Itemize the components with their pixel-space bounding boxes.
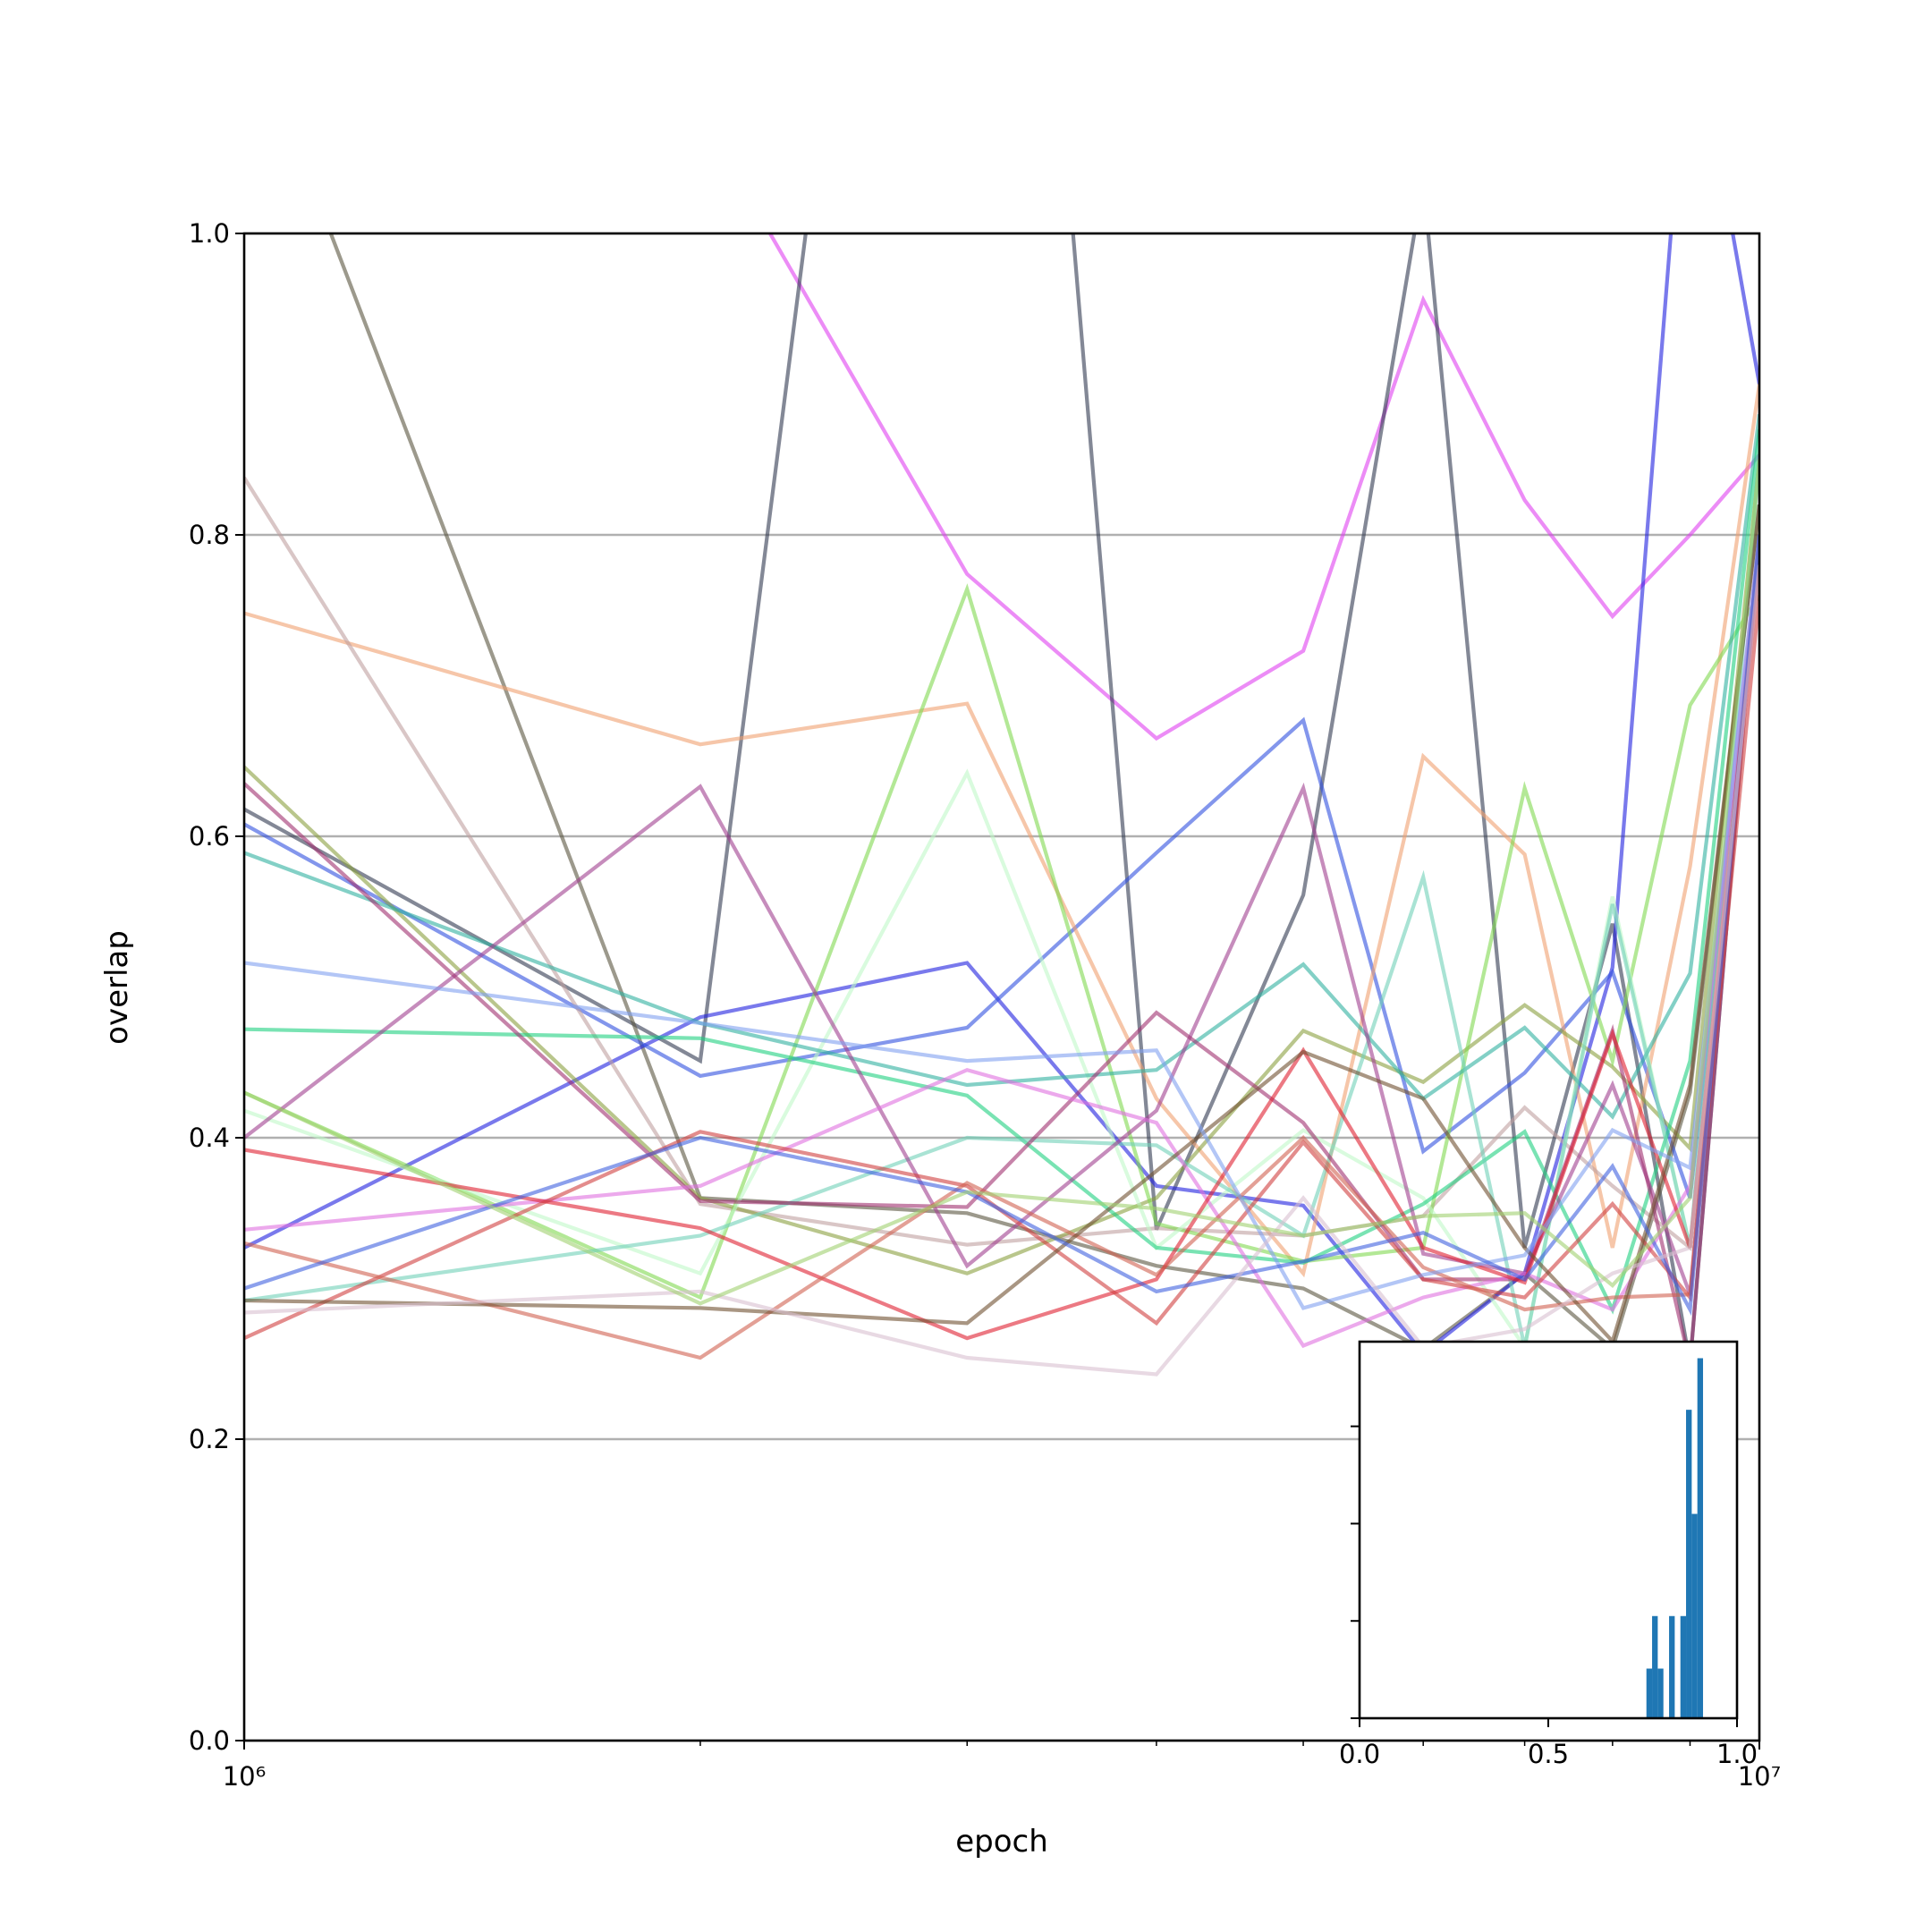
y-tick-label: 0.2	[189, 1424, 230, 1454]
hist-bar	[1691, 1513, 1698, 1718]
series-line	[244, 564, 1759, 1341]
x-tick-label: 0.5	[1528, 1739, 1569, 1769]
series-line	[244, 534, 1759, 1317]
series-line	[244, 595, 1759, 1341]
inset-frame	[1358, 1340, 1739, 1720]
series-line	[244, 459, 1759, 1348]
hist-bar	[1652, 1615, 1658, 1718]
y-tick-label: 0.8	[189, 520, 230, 550]
series-line	[244, 413, 1759, 1120]
x-tick-label: 10⁷	[1738, 1761, 1782, 1792]
y-tick-label: 1.0	[189, 218, 230, 249]
y-tick-label: 0.0	[189, 1725, 230, 1756]
hist-bar	[1686, 1410, 1692, 1718]
series-line	[244, 504, 1759, 1345]
series-line	[244, 233, 1759, 1356]
series-line	[244, 534, 1759, 1360]
lines	[244, 233, 1759, 1377]
hist-bar	[1657, 1668, 1664, 1718]
axes-frame	[242, 232, 1761, 1742]
series-line	[244, 564, 1759, 1199]
y-tick-label: 0.4	[189, 1123, 230, 1153]
x-tick-label: 10⁶	[223, 1761, 267, 1792]
hist-bar	[1669, 1615, 1675, 1718]
series-line	[244, 583, 1759, 1301]
y-tick-label: 0.6	[189, 821, 230, 852]
y-axis-label: overlap	[99, 930, 135, 1045]
hist-bar	[1697, 1358, 1704, 1718]
series-line	[244, 534, 1759, 1310]
series-line	[244, 459, 1759, 1306]
series-line	[244, 564, 1759, 1377]
x-axis-label: epoch	[955, 1824, 1048, 1860]
x-tick-label: 1.0	[1716, 1739, 1758, 1769]
series-line	[244, 534, 1759, 1349]
x-tick-label: 0.0	[1339, 1739, 1380, 1769]
hist-bar	[1646, 1668, 1653, 1718]
hist-bar	[1680, 1615, 1687, 1718]
series-line	[767, 233, 1759, 741]
